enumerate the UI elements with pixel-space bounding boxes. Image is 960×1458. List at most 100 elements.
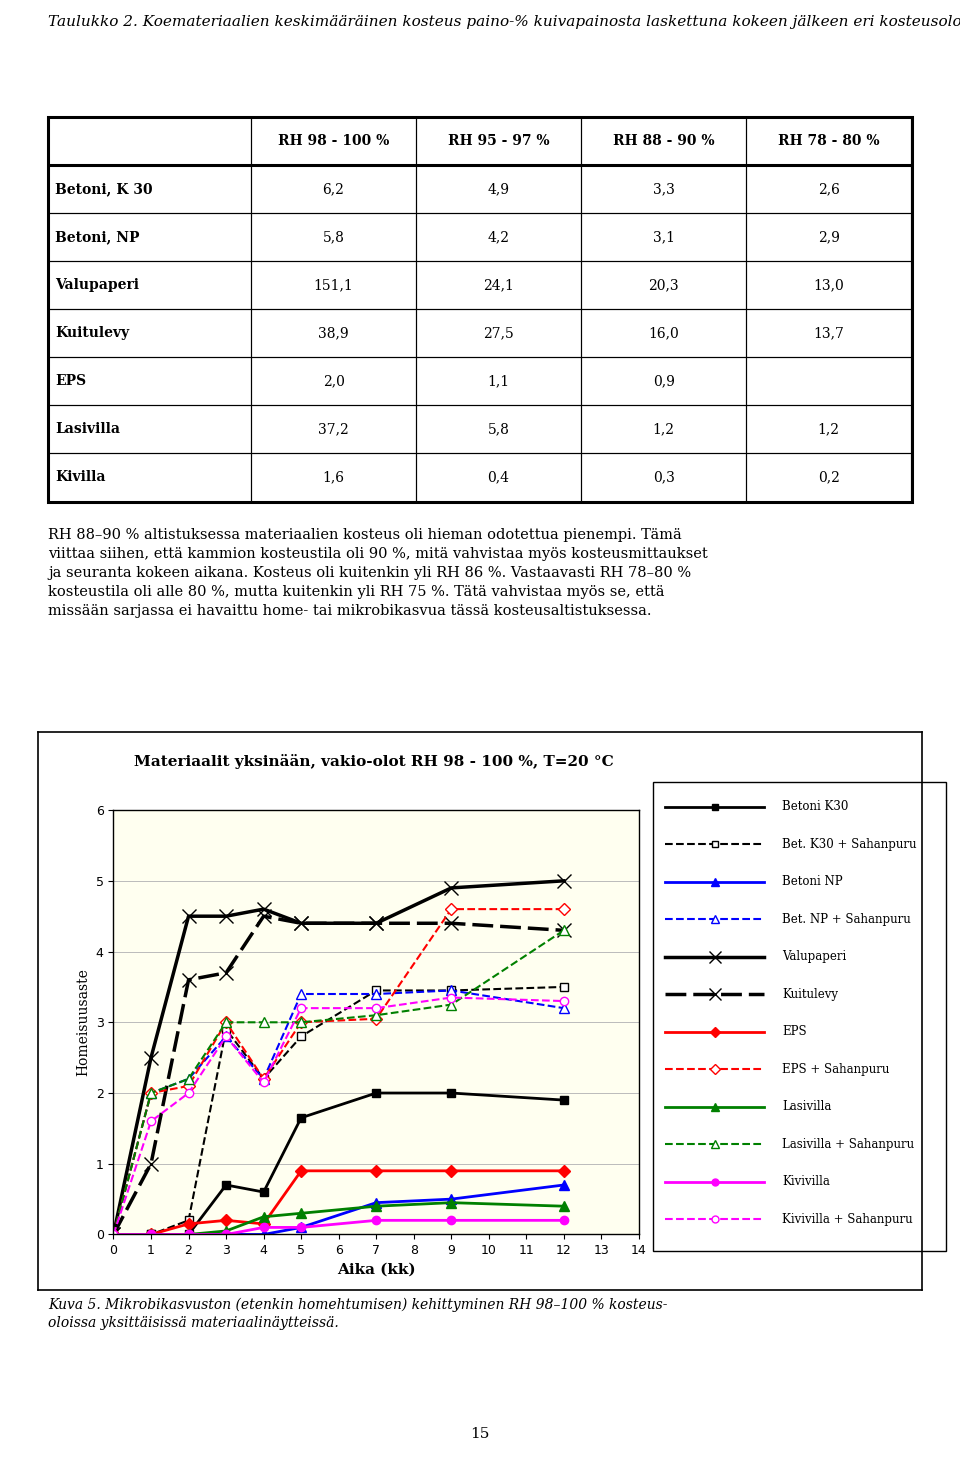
Valupaperi: [108, 1226, 119, 1244]
Kuitulevy: [258, 907, 270, 924]
Bet. K30 + Sahanpuru: [220, 1021, 232, 1038]
Valupaperi: [258, 901, 270, 919]
Kuitulevy: [182, 971, 194, 989]
Text: 0,4: 0,4: [488, 471, 510, 484]
Line: EPS + Sahanpuru: EPS + Sahanpuru: [109, 905, 568, 1239]
Text: Lasivilla + Sahanpuru: Lasivilla + Sahanpuru: [782, 1137, 914, 1150]
Betoni NP: [258, 1226, 270, 1244]
Bet. K30 + Sahanpuru: [145, 1226, 156, 1244]
Bet. K30 + Sahanpuru: [296, 1028, 307, 1045]
Bar: [746, 453, 911, 502]
Kivivilla: [296, 1219, 307, 1236]
Text: 5,8: 5,8: [323, 230, 345, 243]
Bar: [581, 117, 746, 165]
EPS: [145, 1226, 156, 1244]
Text: Kuitulevy: Kuitulevy: [55, 327, 130, 340]
EPS + Sahanpuru: [182, 1077, 194, 1095]
EPS: [296, 1162, 307, 1180]
Text: Valupaperi: Valupaperi: [782, 951, 846, 964]
Valupaperi: [371, 914, 382, 932]
Text: 2,6: 2,6: [818, 182, 840, 195]
Bar: [48, 213, 252, 261]
Text: Kuva 5. Mikrobikasvuston (etenkin homehtumisen) kehittyminen RH 98–100 % kosteus: Kuva 5. Mikrobikasvuston (etenkin homeht…: [48, 1298, 667, 1330]
Bar: [48, 357, 252, 405]
Bar: [416, 165, 581, 213]
Bar: [48, 165, 252, 213]
EPS: [371, 1162, 382, 1180]
Y-axis label: Homeisuusaste: Homeisuusaste: [76, 968, 90, 1076]
Line: Lasivilla: Lasivilla: [108, 1198, 568, 1239]
Bet. NP + Sahanpuru: [371, 986, 382, 1003]
Bar: [416, 405, 581, 453]
Text: EPS: EPS: [782, 1025, 806, 1038]
EPS: [182, 1215, 194, 1232]
Text: Kivilla: Kivilla: [55, 471, 106, 484]
Bet. NP + Sahanpuru: [182, 1070, 194, 1088]
Line: Betoni NP: Betoni NP: [108, 1180, 568, 1239]
Bet. K30 + Sahanpuru: [558, 978, 569, 996]
Valupaperi: [145, 1048, 156, 1066]
Bar: [48, 453, 252, 502]
Text: 16,0: 16,0: [648, 327, 679, 340]
Bar: [581, 309, 746, 357]
Text: Betoni K30: Betoni K30: [782, 800, 849, 814]
Kivivilla + Sahanpuru: [445, 989, 457, 1006]
Betoni K30: [445, 1085, 457, 1102]
EPS: [220, 1212, 232, 1229]
Text: 37,2: 37,2: [318, 423, 348, 436]
Betoni K30: [371, 1085, 382, 1102]
Betoni K30: [145, 1226, 156, 1244]
Kuitulevy: [220, 964, 232, 981]
Text: Betoni, K 30: Betoni, K 30: [55, 182, 153, 195]
Bet. NP + Sahanpuru: [108, 1226, 119, 1244]
Kivivilla: [220, 1226, 232, 1244]
Bar: [252, 309, 416, 357]
Kivivilla + Sahanpuru: [145, 1112, 156, 1130]
Valupaperi: [220, 907, 232, 924]
Lasivilla: [220, 1222, 232, 1239]
Lasivilla + Sahanpuru: [145, 1085, 156, 1102]
Betoni NP: [558, 1177, 569, 1194]
Betoni K30: [220, 1177, 232, 1194]
Bar: [416, 309, 581, 357]
Text: 13,0: 13,0: [813, 278, 844, 292]
Bar: [252, 165, 416, 213]
EPS: [445, 1162, 457, 1180]
Text: Lasivilla: Lasivilla: [782, 1101, 831, 1114]
Bet. K30 + Sahanpuru: [108, 1226, 119, 1244]
Text: Kivivilla: Kivivilla: [782, 1175, 829, 1188]
Bar: [581, 213, 746, 261]
Bar: [746, 405, 911, 453]
Line: Lasivilla + Sahanpuru: Lasivilla + Sahanpuru: [108, 926, 568, 1239]
Bar: [252, 405, 416, 453]
Text: 4,9: 4,9: [488, 182, 510, 195]
Text: Bet. NP + Sahanpuru: Bet. NP + Sahanpuru: [782, 913, 911, 926]
Betoni K30: [108, 1226, 119, 1244]
Kivivilla + Sahanpuru: [296, 999, 307, 1016]
Kuitulevy: [108, 1226, 119, 1244]
Line: Kivivilla + Sahanpuru: Kivivilla + Sahanpuru: [109, 993, 568, 1239]
Bar: [746, 213, 911, 261]
Betoni NP: [296, 1219, 307, 1236]
Bar: [581, 405, 746, 453]
Text: RH 98 - 100 %: RH 98 - 100 %: [277, 134, 389, 147]
Bar: [48, 261, 252, 309]
Lasivilla + Sahanpuru: [445, 996, 457, 1013]
Lasivilla: [258, 1209, 270, 1226]
Text: EPS + Sahanpuru: EPS + Sahanpuru: [782, 1063, 889, 1076]
Bar: [746, 117, 911, 165]
Kivivilla: [445, 1212, 457, 1229]
EPS: [258, 1215, 270, 1232]
Text: 1,6: 1,6: [323, 471, 345, 484]
Kivivilla: [558, 1212, 569, 1229]
Valupaperi: [296, 914, 307, 932]
Bet. K30 + Sahanpuru: [371, 981, 382, 999]
Betoni NP: [371, 1194, 382, 1212]
Kivivilla + Sahanpuru: [108, 1226, 119, 1244]
Bet. K30 + Sahanpuru: [182, 1212, 194, 1229]
Text: 15: 15: [470, 1426, 490, 1441]
Valupaperi: [182, 907, 194, 924]
Kivivilla: [258, 1219, 270, 1236]
Bar: [746, 261, 911, 309]
Lasivilla: [371, 1197, 382, 1215]
